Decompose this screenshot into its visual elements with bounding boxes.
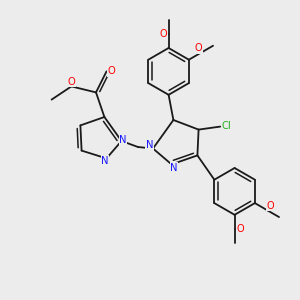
Text: O: O (195, 43, 203, 53)
Text: O: O (68, 76, 75, 87)
Text: Cl: Cl (222, 121, 232, 131)
Text: O: O (236, 224, 244, 234)
Text: N: N (146, 140, 153, 150)
Text: N: N (119, 135, 127, 146)
Text: N: N (101, 156, 109, 166)
Text: O: O (266, 201, 274, 211)
Text: O: O (107, 66, 115, 76)
Text: O: O (159, 28, 167, 39)
Text: N: N (170, 163, 178, 173)
